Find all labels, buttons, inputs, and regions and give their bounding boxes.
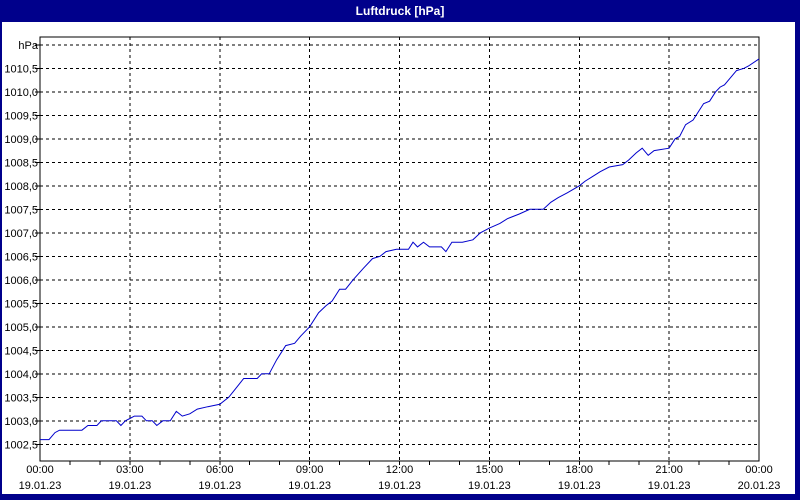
x-axis-date-label: 19.01.23 — [468, 480, 511, 492]
chart-panel: 1010,5 1010,0 1009,5 1009,0 1008,5 1008,0 1007… — [2, 22, 795, 494]
x-axis-time-label: 21:00 — [655, 464, 683, 476]
x-axis-date-label: 19.01.23 — [108, 480, 151, 492]
x-axis-date-label: 19.01.23 — [558, 480, 601, 492]
y-axis-unit-label: hPa — [18, 40, 38, 52]
y-axis-label: 1006,0 — [4, 275, 38, 287]
y-axis-label: 1004,5 — [4, 345, 38, 357]
y-axis-label: 1009,0 — [4, 134, 38, 146]
x-axis-date-label: 19.01.23 — [198, 480, 241, 492]
y-axis-label: 1003,0 — [4, 416, 38, 428]
x-axis-date-label: 19.01.23 — [378, 480, 421, 492]
x-axis-time-label: 00:00 — [26, 464, 54, 476]
y-axis-label: 1007,0 — [4, 228, 38, 240]
x-axis-time-label: 06:00 — [206, 464, 234, 476]
x-axis-time-label: 12:00 — [386, 464, 414, 476]
x-axis-time-label: 18:00 — [565, 464, 593, 476]
x-axis-time-label: 03:00 — [116, 464, 144, 476]
x-axis-time-label: 00:00 — [745, 464, 773, 476]
y-axis-label: 1007,5 — [4, 204, 38, 216]
y-axis-label: 1005,5 — [4, 298, 38, 310]
x-axis-time-label: 09:00 — [296, 464, 324, 476]
x-axis-date-label: 19.01.23 — [19, 480, 62, 492]
y-axis-label: 1010,0 — [4, 87, 38, 99]
pressure-chart: 1010,5 1010,0 1009,5 1009,0 1008,5 1008,0 1007… — [4, 36, 781, 492]
x-axis-date-label: 19.01.23 — [648, 480, 691, 492]
pressure-line — [40, 58, 760, 441]
y-axis-label: 1008,0 — [4, 181, 38, 193]
y-axis-label: 1009,5 — [4, 110, 38, 122]
y-axis-label: 1002,5 — [4, 439, 38, 451]
window-title: Luftdruck [hPa] — [355, 4, 445, 18]
x-axis-date-label: 19.01.23 — [288, 480, 331, 492]
plot-border — [39, 36, 760, 462]
y-axis-label: 1005,0 — [4, 322, 38, 334]
x-axis-time-label: 15:00 — [476, 464, 504, 476]
window-title-bar: Luftdruck [hPa] — [0, 0, 800, 22]
y-axis-label: 1010,5 — [4, 63, 38, 75]
x-axis-date-label: 20.01.23 — [738, 480, 781, 492]
y-axis-label: 1003,5 — [4, 392, 38, 404]
y-axis-label: 1004,0 — [4, 369, 38, 381]
y-axis-label: 1006,5 — [4, 251, 38, 263]
y-axis-label: 1008,5 — [4, 157, 38, 169]
